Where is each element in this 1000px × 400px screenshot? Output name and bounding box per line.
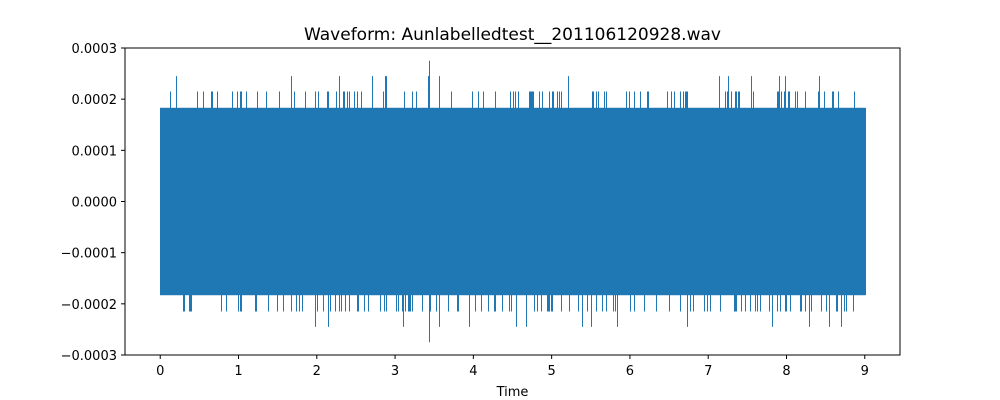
x-tick-label: 5 — [548, 364, 556, 379]
x-axis-label: Time — [496, 385, 529, 400]
y-tick-label: 0.0002 — [72, 93, 118, 108]
chart-title: Waveform: Aunlabelledtest__201106120928.… — [304, 25, 721, 45]
waveform-line — [160, 60, 866, 343]
plot-area — [160, 60, 866, 343]
x-tick-label: 8 — [782, 364, 790, 379]
x-tick-label: 0 — [156, 364, 164, 379]
x-axis: 0 1 2 3 4 5 6 7 8 9 — [156, 355, 869, 379]
x-tick-label: 6 — [626, 364, 634, 379]
y-tick-label: −0.0002 — [61, 298, 117, 313]
x-tick-label: 3 — [391, 364, 399, 379]
y-axis: −0.0003 −0.0002 −0.0001 0.0000 0.0001 0.0002 0… — [61, 42, 125, 364]
x-tick-label: 2 — [313, 364, 321, 379]
y-tick-label: −0.0003 — [61, 349, 117, 364]
y-tick-label: −0.0001 — [61, 247, 117, 262]
y-tick-label: 0.0003 — [72, 42, 118, 57]
x-tick-label: 4 — [469, 364, 477, 379]
x-tick-label: 7 — [704, 364, 712, 379]
y-tick-label: 0.0000 — [72, 196, 118, 211]
x-tick-label: 1 — [234, 364, 242, 379]
y-tick-label: 0.0001 — [72, 144, 118, 159]
x-tick-label: 9 — [861, 364, 869, 379]
